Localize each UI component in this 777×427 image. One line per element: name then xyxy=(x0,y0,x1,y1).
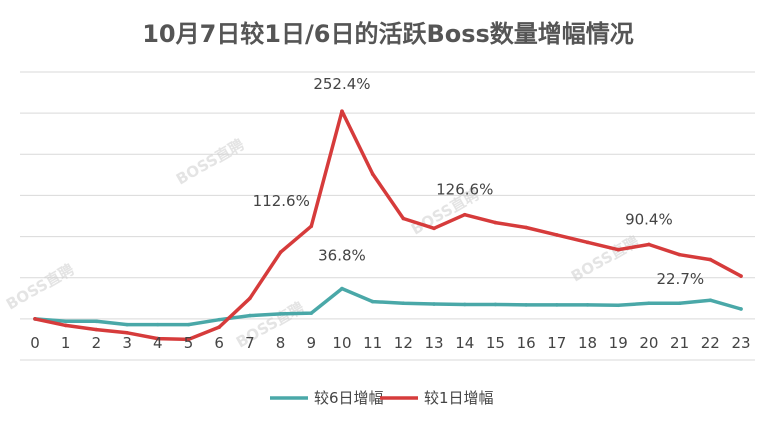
x-tick-label: 5 xyxy=(184,334,194,352)
data-point xyxy=(63,323,68,328)
data-point xyxy=(248,296,252,301)
series-line-0 xyxy=(33,286,743,327)
data-point xyxy=(493,220,498,225)
data-point xyxy=(217,317,221,322)
data-point xyxy=(647,242,651,247)
x-tick-label: 15 xyxy=(486,334,505,352)
data-point xyxy=(63,319,68,324)
data-point xyxy=(555,303,559,307)
series-group xyxy=(33,109,743,342)
data-point xyxy=(493,302,498,307)
data-label: 252.4% xyxy=(313,75,370,93)
x-tick-label: 14 xyxy=(455,334,474,352)
x-tick-label: 4 xyxy=(153,334,163,352)
x-tick-label: 11 xyxy=(363,334,382,352)
data-point xyxy=(616,303,621,308)
data-point xyxy=(432,302,436,306)
data-point xyxy=(33,317,37,321)
data-point xyxy=(462,302,467,307)
data-point xyxy=(125,322,129,327)
data-point xyxy=(340,109,344,113)
legend-label: 较6日增幅 xyxy=(314,389,384,407)
data-point xyxy=(616,247,621,252)
data-point xyxy=(524,303,528,307)
chart-title: 10月7日较1日/6日的活跃Boss数量增幅情况 xyxy=(142,20,634,48)
x-tick-label: 8 xyxy=(276,334,286,352)
legend: 较6日增幅 较1日增幅 xyxy=(270,389,494,407)
data-point xyxy=(739,274,743,278)
data-point xyxy=(94,319,99,324)
data-point xyxy=(155,336,160,341)
x-tick-label: 19 xyxy=(609,334,628,352)
watermark-text: BOSS直聘 xyxy=(173,135,247,188)
data-point xyxy=(186,322,191,327)
data-label: 126.6% xyxy=(436,181,493,199)
x-tick-label: 18 xyxy=(578,334,597,352)
x-tick-label: 20 xyxy=(639,334,658,352)
x-tick-label: 13 xyxy=(424,334,443,352)
data-point xyxy=(401,216,406,221)
data-point xyxy=(585,303,590,307)
data-point xyxy=(708,257,713,262)
watermark-text: BOSS直聘 xyxy=(3,260,77,313)
data-point xyxy=(94,327,99,332)
legend-label: 较1日增幅 xyxy=(424,389,494,407)
x-tick-label: 9 xyxy=(306,334,316,352)
data-point xyxy=(155,322,160,327)
data-point xyxy=(647,301,651,306)
data-point xyxy=(739,307,743,311)
data-point xyxy=(585,240,590,245)
data-point xyxy=(278,250,283,255)
data-point xyxy=(370,299,375,304)
data-point xyxy=(677,252,682,257)
x-tick-label: 3 xyxy=(122,334,132,352)
data-point xyxy=(309,311,314,315)
data-point xyxy=(125,331,129,335)
data-label: 36.8% xyxy=(318,247,366,265)
x-tick-label: 16 xyxy=(517,334,536,352)
data-label: 22.7% xyxy=(656,270,704,288)
x-tick-label: 0 xyxy=(30,334,40,352)
watermark-text: BOSS直聘 xyxy=(233,298,307,351)
x-tick-label: 7 xyxy=(245,334,255,352)
data-point xyxy=(370,172,375,176)
x-tick-label: 6 xyxy=(214,334,224,352)
data-point xyxy=(524,225,528,230)
data-labels: 252.4% 112.6% 126.6% 90.4% 36.8% 22.7% xyxy=(253,75,704,288)
data-point xyxy=(340,286,344,291)
data-point xyxy=(248,313,252,318)
data-point xyxy=(309,224,314,229)
x-tick-label: 23 xyxy=(731,334,750,352)
data-label: 112.6% xyxy=(253,192,310,210)
data-point xyxy=(186,337,191,342)
data-label: 90.4% xyxy=(625,210,673,228)
series-line-1 xyxy=(33,109,743,342)
data-point xyxy=(278,312,283,316)
data-point xyxy=(217,325,221,329)
data-point xyxy=(432,226,436,231)
data-point xyxy=(677,301,682,306)
x-tick-label: 21 xyxy=(670,334,689,352)
data-point xyxy=(708,298,713,302)
data-point xyxy=(462,212,467,217)
x-tick-label: 1 xyxy=(61,334,71,352)
x-tick-label: 12 xyxy=(394,334,413,352)
x-axis-ticks: 0 1 2 3 4 5 6 7 8 9 10 11 12 13 14 15 16 17 18 19 20 21 22 23 xyxy=(30,334,750,352)
gridlines xyxy=(20,71,755,361)
data-point xyxy=(401,301,406,306)
data-point xyxy=(555,233,559,237)
x-tick-label: 17 xyxy=(547,334,566,352)
x-tick-label: 2 xyxy=(92,334,102,352)
x-tick-label: 10 xyxy=(332,334,351,352)
x-tick-label: 22 xyxy=(701,334,720,352)
